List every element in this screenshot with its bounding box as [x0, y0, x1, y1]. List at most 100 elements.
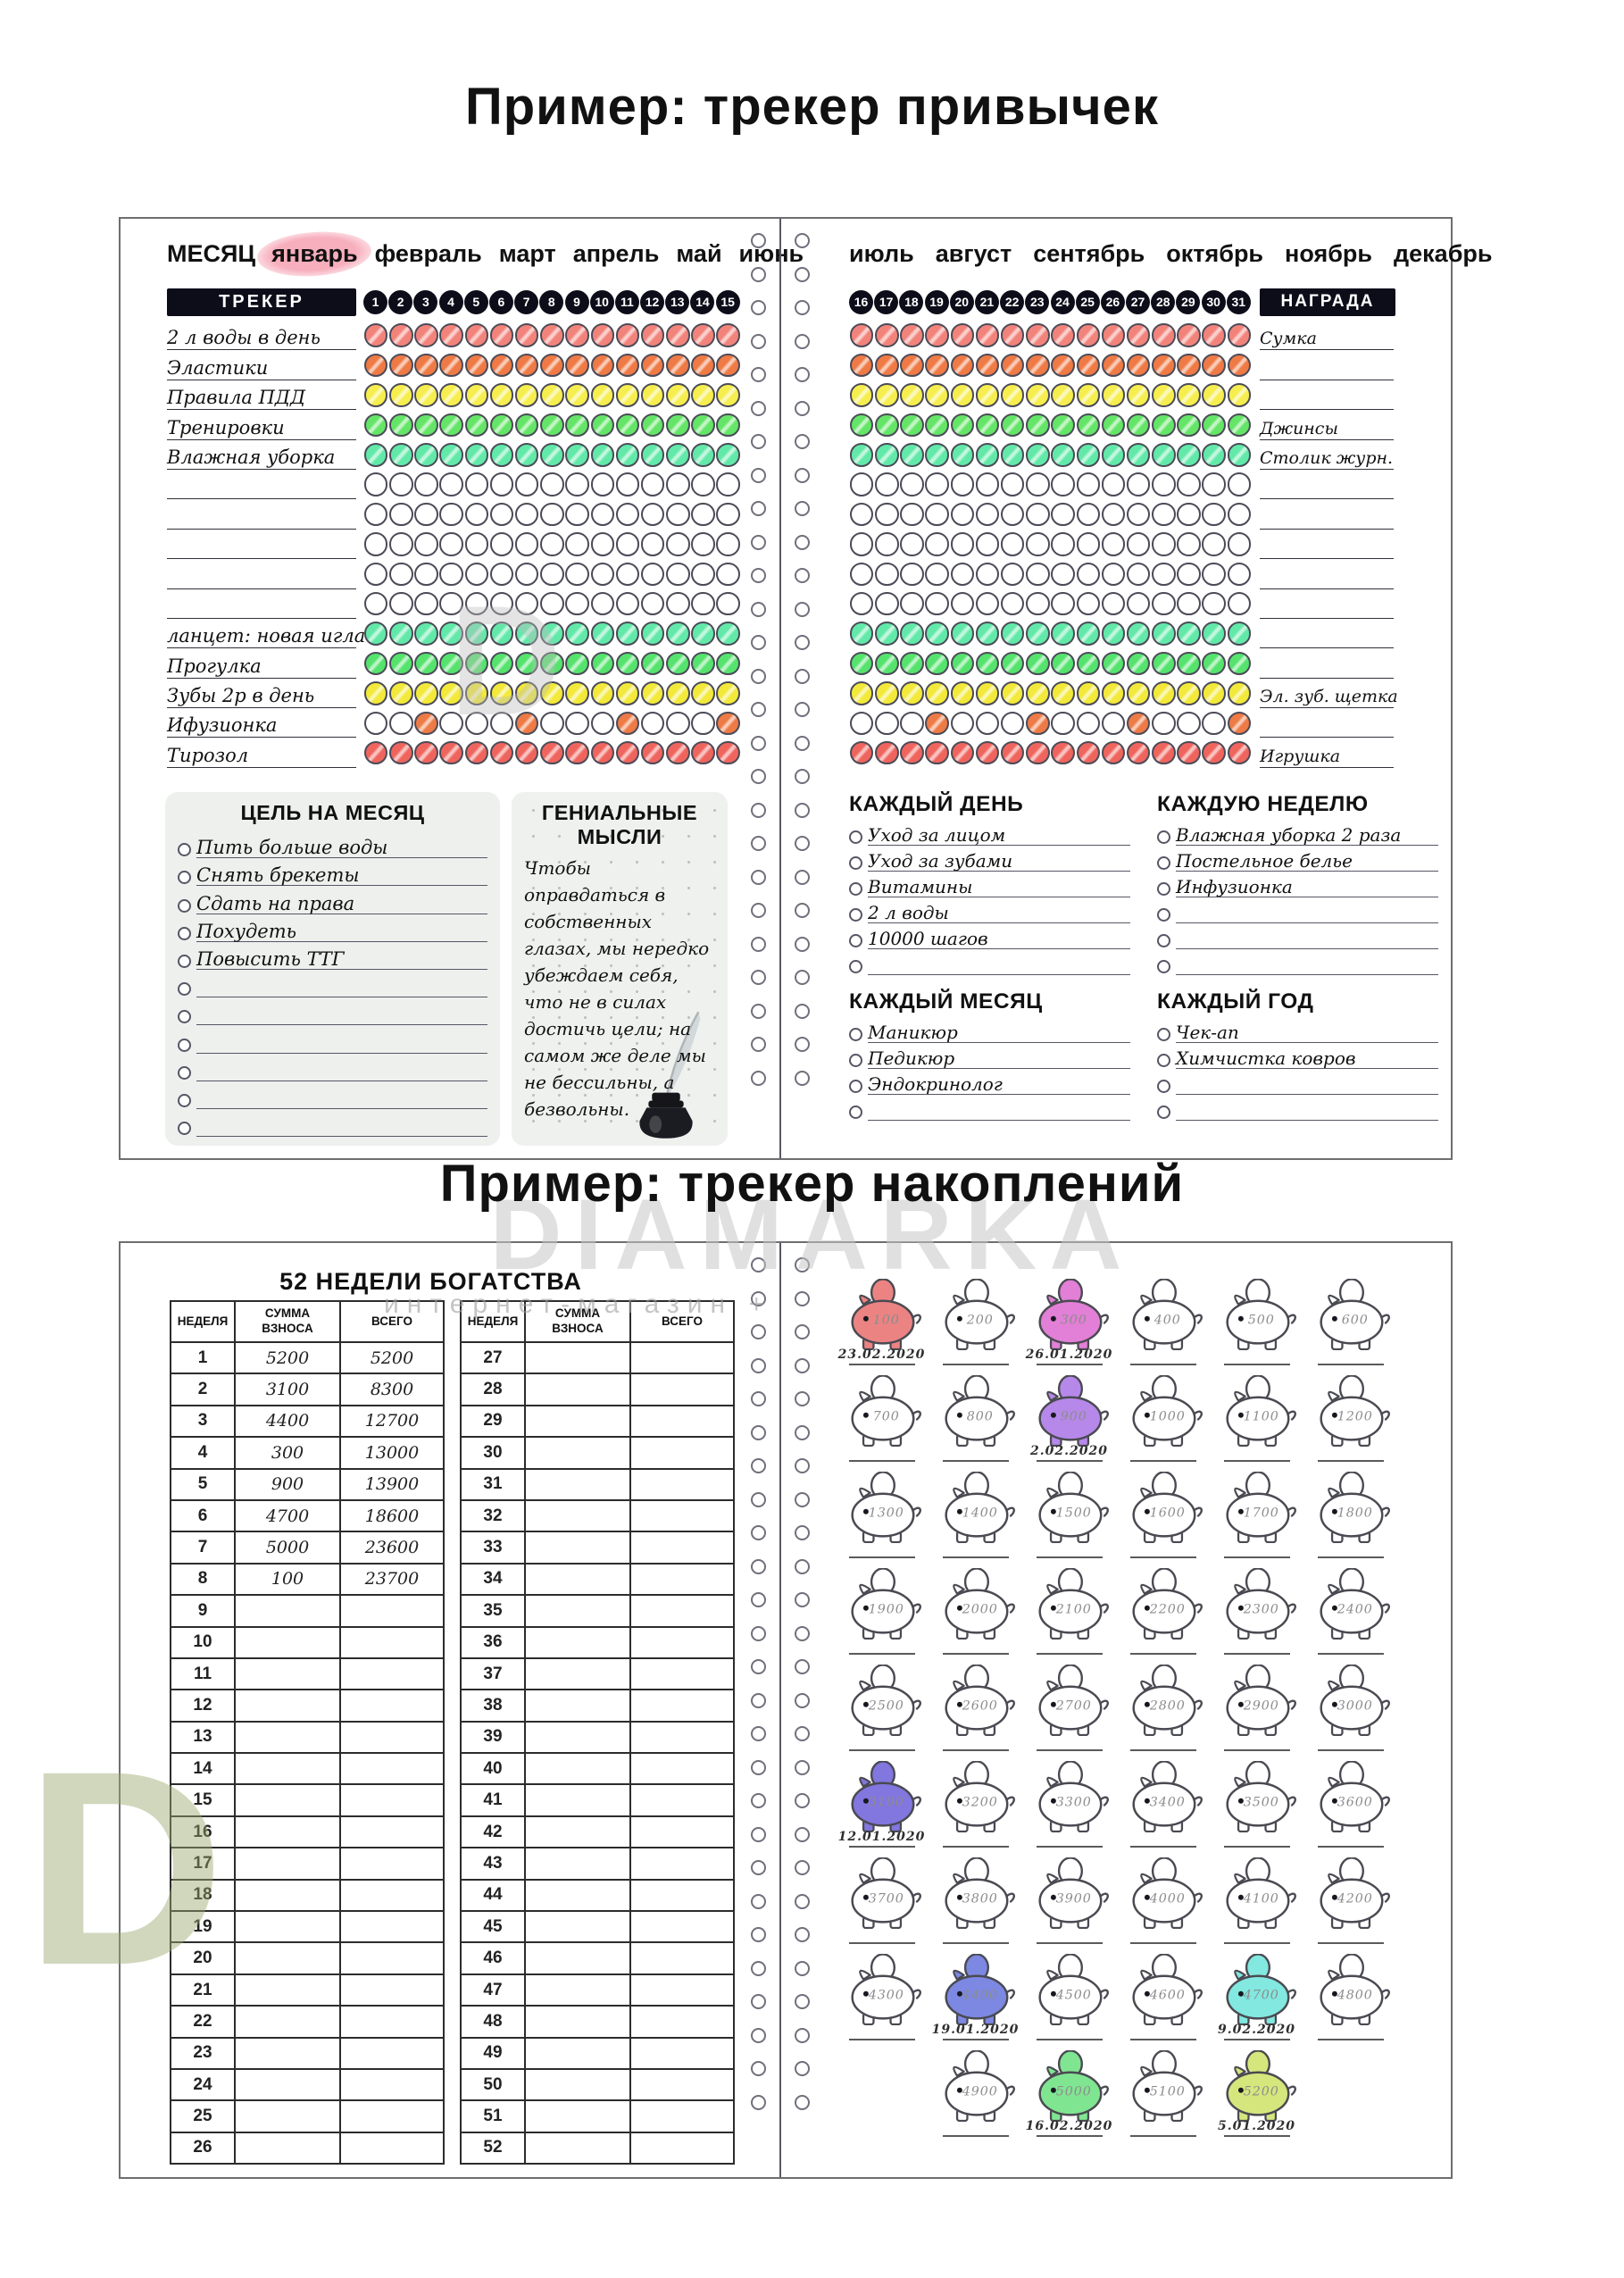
goal-checklist: Пить больше воды Снять брекеты Сдать на пр… — [178, 830, 487, 1138]
habit-day-circle — [1177, 681, 1201, 705]
checklist-item: Снять брекеты — [178, 858, 487, 887]
day-number: 3 — [413, 289, 438, 314]
date-line — [848, 1942, 915, 1944]
table-cell — [524, 1878, 631, 1913]
habit-day-circle — [900, 651, 924, 676]
spiral-hole — [795, 1525, 810, 1540]
habit-day-circle — [1126, 443, 1151, 467]
piggy-bank: 4100 — [1210, 1857, 1303, 1954]
table-cell: 18600 — [339, 1498, 445, 1533]
checklist-text — [868, 974, 1130, 975]
svg-text:2000: 2000 — [961, 1602, 997, 1616]
grid-spacer — [835, 2050, 929, 2147]
date-line — [848, 1749, 915, 1751]
table-cell — [339, 1847, 445, 1881]
checklist-item: Витамины — [849, 872, 1130, 897]
table-row: 11 — [170, 1656, 445, 1691]
habit-row: Ифузионка — [167, 708, 745, 738]
habit-day-circle — [615, 711, 640, 736]
piggy-bank: 1000 — [1116, 1375, 1210, 1472]
table-cell — [629, 1689, 735, 1723]
habit-day-circle — [691, 502, 715, 527]
habit-day-circle — [925, 472, 949, 496]
habit-day-circle — [1076, 443, 1101, 467]
habit-day-circle — [1026, 502, 1050, 527]
day-number: 31 — [1226, 289, 1251, 314]
spiral-hole — [751, 367, 766, 382]
habit-row — [849, 589, 1451, 619]
habit-day-circle — [975, 323, 1000, 347]
habit-day-circle — [849, 502, 874, 527]
habit-day-circle — [1177, 651, 1201, 676]
habit-day-circle — [1202, 472, 1226, 496]
date-line — [1317, 1749, 1384, 1751]
checklist-text: Инфузионка — [1176, 878, 1438, 897]
habit-name: Правила ПДД — [167, 380, 356, 411]
daily-section: КАЖДЫЙ ДЕНЬ Уход за лицом Уход за зубами В… — [849, 792, 1130, 975]
habit-row — [849, 648, 1451, 679]
month-name: декабрь — [1394, 240, 1493, 267]
spiral-hole — [751, 1893, 766, 1909]
yearly-section: КАЖДЫЙ ГОД Чек-ап Химчистка ковров — [1157, 989, 1438, 1121]
piggy-bank-icon: 2800 — [1131, 1665, 1203, 1736]
habit-name: Зубы 2р в день — [167, 679, 356, 709]
habit-day-circle — [489, 502, 514, 527]
spiral-hole — [751, 1625, 766, 1641]
date-line — [942, 2039, 1009, 2040]
svg-text:4400: 4400 — [961, 1988, 997, 2002]
habit-day-circle — [1026, 651, 1050, 676]
habit-row — [849, 530, 1451, 560]
table-cell — [339, 2099, 445, 2133]
habit-day-circle — [716, 532, 740, 556]
piggy-bank: 5000 16.02.2020 — [1022, 2050, 1116, 2147]
piggy-bank-icon: 1500 — [1037, 1472, 1109, 1543]
habit-row — [849, 619, 1451, 649]
table-row: 10 — [170, 1625, 445, 1659]
date-line — [1036, 1364, 1103, 1365]
day-number: 21 — [974, 289, 999, 314]
habit-day-circle — [1026, 472, 1050, 496]
habit-day-circle — [1026, 740, 1050, 765]
date-line — [1036, 2039, 1103, 2040]
spiral-hole — [795, 1558, 810, 1574]
table-cell: 6 — [170, 1498, 236, 1533]
piggy-bank-icon: 4300 — [850, 1954, 921, 2025]
habit-day-circle — [565, 413, 589, 438]
habit-day-circle — [389, 591, 413, 616]
svg-text:900: 900 — [1060, 1409, 1087, 1423]
habit-day-circle — [615, 502, 640, 527]
date-line — [1223, 2135, 1290, 2137]
table-row: 2 3100 8300 — [170, 1373, 445, 1406]
table-row: 45 — [460, 1910, 735, 1944]
table-cell — [339, 2067, 445, 2102]
habit-day-circle — [1101, 740, 1126, 765]
table-header: СУММА ВЗНОСА — [524, 1300, 631, 1343]
habit-day-circle — [640, 622, 665, 646]
day-numbers-16-31: 16 17 18 19 20 21 22 23 24 25 26 27 28 29 30 31 — [849, 289, 1252, 314]
bullet-circle-icon — [1157, 856, 1170, 870]
habit-day-circle — [363, 711, 388, 736]
piggy-bank: 2700 — [1022, 1665, 1116, 1761]
habit-day-circle — [439, 711, 463, 736]
piggy-bank: 2100 — [1022, 1568, 1116, 1665]
day-number: 7 — [514, 289, 539, 314]
piggy-bank: 3700 — [835, 1857, 929, 1954]
habit-day-circle — [640, 681, 665, 705]
table-cell — [629, 2099, 735, 2133]
checklist-item: Химчистка ковров — [1157, 1043, 1438, 1069]
piggy-bank-icon: 2500 — [850, 1665, 921, 1736]
habit-day-circle — [363, 532, 388, 556]
piggy-bank: 1600 — [1116, 1472, 1210, 1568]
habit-day-circle — [464, 413, 489, 438]
habit-day-circle — [514, 622, 539, 646]
piggy-bank-icon: 200 — [944, 1279, 1015, 1350]
spiral-hole — [751, 1759, 766, 1775]
table-row: 44 — [460, 1878, 735, 1913]
habit-day-circle — [464, 622, 489, 646]
spiral-hole — [751, 434, 766, 449]
habit-day-circle — [590, 323, 615, 347]
bullet-circle-icon — [1157, 1080, 1170, 1093]
checklist-item: Эндокринолог — [849, 1069, 1130, 1095]
savings-tracker-spread: 52 НЕДЕЛИ БОГАТСТВА НЕДЕЛЯ СУММА ВЗНОСА ВС… — [119, 1241, 1453, 2179]
table-row: 24 — [170, 2067, 445, 2102]
